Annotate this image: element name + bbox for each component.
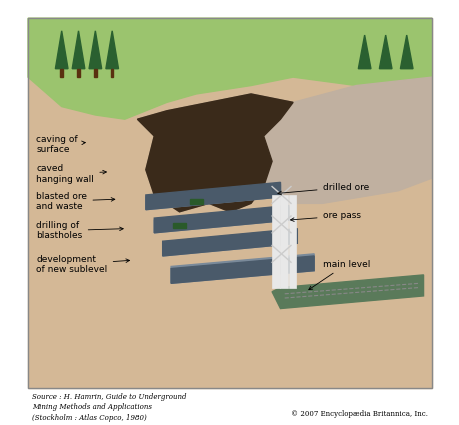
Bar [111,69,113,77]
Polygon shape [399,35,412,69]
Text: ore pass: ore pass [290,212,360,221]
Polygon shape [162,231,297,256]
Bar [28,18,431,388]
Polygon shape [154,205,288,233]
Text: (Stockholm : Atlas Copco, 1980): (Stockholm : Atlas Copco, 1980) [32,414,147,422]
Text: © 2007 Encyclopædia Britannica, Inc.: © 2007 Encyclopædia Britannica, Inc. [290,410,427,418]
Polygon shape [137,94,292,212]
Bar [280,195,287,287]
Polygon shape [106,31,118,69]
Polygon shape [263,77,431,203]
Text: blasted ore
and waste: blasted ore and waste [36,192,115,211]
Polygon shape [271,275,423,309]
Bar [173,223,185,228]
Text: caving of
surface: caving of surface [36,135,85,154]
Polygon shape [154,207,288,233]
Polygon shape [137,94,292,212]
Text: main level: main level [308,260,369,290]
Polygon shape [55,31,68,69]
Polygon shape [28,18,431,119]
Polygon shape [162,229,297,256]
Text: drilling of
blastholes: drilling of blastholes [36,221,123,241]
Bar [94,69,96,77]
Polygon shape [72,31,84,69]
Polygon shape [146,182,280,210]
Text: Source : H. Hamrin, Guide to Underground: Source : H. Hamrin, Guide to Underground [32,393,186,401]
Text: development
of new sublevel: development of new sublevel [36,255,129,274]
Text: caved
hanging wall: caved hanging wall [36,164,106,184]
Bar [77,69,79,77]
Bar [288,195,296,287]
Text: drilled ore: drilled ore [277,183,368,195]
Polygon shape [171,254,313,283]
Text: Mining Methods and Applications: Mining Methods and Applications [32,403,152,411]
Bar [28,18,431,388]
Polygon shape [89,31,101,69]
Bar [60,69,63,77]
Polygon shape [358,35,370,69]
Bar [190,199,202,204]
Polygon shape [146,184,280,210]
Polygon shape [379,35,391,69]
Polygon shape [171,256,313,283]
Bar [271,195,279,287]
